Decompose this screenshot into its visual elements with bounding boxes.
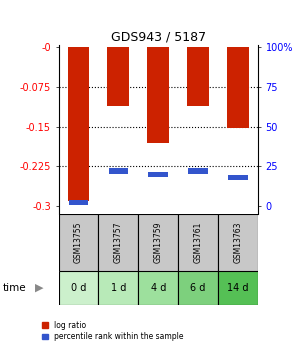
Bar bbox=[228, 175, 248, 180]
Bar bbox=[147, 48, 169, 142]
Text: ▶: ▶ bbox=[35, 283, 44, 293]
Bar bbox=[108, 168, 128, 174]
Bar bbox=[178, 214, 218, 271]
Bar bbox=[98, 271, 138, 305]
Text: 1 d: 1 d bbox=[111, 283, 126, 293]
Text: 6 d: 6 d bbox=[190, 283, 206, 293]
Bar bbox=[218, 271, 258, 305]
Text: time: time bbox=[3, 283, 27, 293]
Bar bbox=[59, 271, 98, 305]
Title: GDS943 / 5187: GDS943 / 5187 bbox=[111, 31, 206, 44]
Text: 0 d: 0 d bbox=[71, 283, 86, 293]
Legend: log ratio, percentile rank within the sample: log ratio, percentile rank within the sa… bbox=[42, 321, 184, 341]
Text: GSM13763: GSM13763 bbox=[234, 221, 242, 263]
Bar bbox=[178, 271, 218, 305]
Bar bbox=[187, 48, 209, 106]
Bar bbox=[59, 214, 98, 271]
Text: 4 d: 4 d bbox=[151, 283, 166, 293]
Bar bbox=[188, 168, 208, 174]
Bar bbox=[218, 214, 258, 271]
Bar bbox=[227, 48, 249, 128]
Text: GSM13759: GSM13759 bbox=[154, 221, 163, 263]
Bar bbox=[98, 214, 138, 271]
Bar bbox=[69, 200, 88, 205]
Text: GSM13757: GSM13757 bbox=[114, 221, 123, 263]
Text: GSM13755: GSM13755 bbox=[74, 221, 83, 263]
Bar bbox=[138, 214, 178, 271]
Text: 14 d: 14 d bbox=[227, 283, 249, 293]
Bar bbox=[68, 48, 89, 201]
Bar bbox=[148, 172, 168, 177]
Bar bbox=[108, 48, 129, 106]
Bar bbox=[138, 271, 178, 305]
Text: GSM13761: GSM13761 bbox=[194, 222, 202, 263]
